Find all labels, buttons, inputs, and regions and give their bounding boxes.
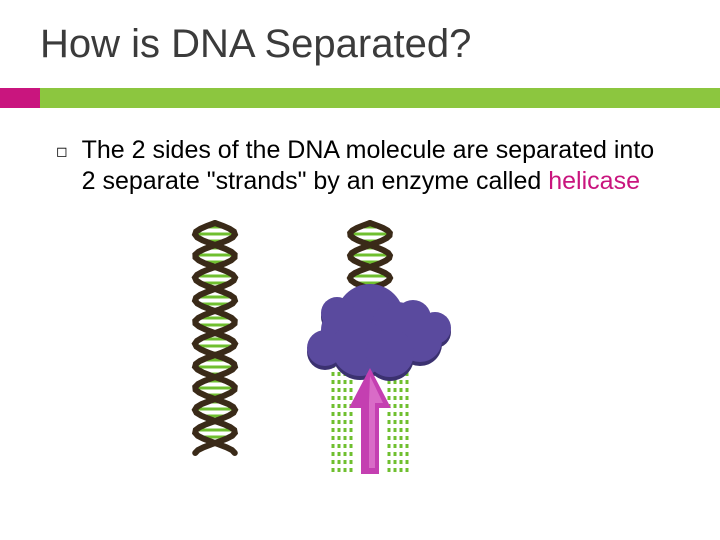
body-text: ◻ The 2 sides of the DNA molecule are se… — [56, 135, 656, 196]
accent-bar — [0, 88, 720, 108]
slide: How is DNA Separated? ◻ The 2 sides of t… — [0, 0, 720, 540]
helicase-enzyme — [307, 284, 451, 381]
bullet-text: The 2 sides of the DNA molecule are sepa… — [82, 135, 656, 196]
bullet-keyword: helicase — [548, 167, 640, 195]
intact-helix — [195, 223, 235, 453]
accent-pink — [0, 88, 40, 108]
accent-green — [40, 88, 720, 108]
separating-helix — [307, 223, 451, 476]
bullet-glyph: ◻ — [56, 143, 68, 160]
slide-title: How is DNA Separated? — [40, 22, 471, 67]
dna-svg — [150, 218, 490, 498]
arrow-up-icon — [349, 368, 391, 474]
dna-helicase-figure — [150, 218, 490, 498]
bullet-item: ◻ The 2 sides of the DNA molecule are se… — [56, 135, 656, 196]
